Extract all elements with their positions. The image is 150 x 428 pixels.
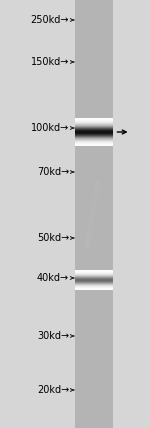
- Text: 40kd→: 40kd→: [37, 273, 69, 283]
- Text: WWW.PTGAA3.COM: WWW.PTGAA3.COM: [85, 180, 103, 248]
- Text: 50kd→: 50kd→: [37, 233, 69, 243]
- Text: 250kd→: 250kd→: [30, 15, 69, 25]
- Text: 100kd→: 100kd→: [31, 123, 69, 133]
- Text: 30kd→: 30kd→: [37, 331, 69, 341]
- Bar: [75, 0, 112, 428]
- Text: 150kd→: 150kd→: [31, 57, 69, 67]
- Text: 70kd→: 70kd→: [37, 167, 69, 177]
- Text: 20kd→: 20kd→: [37, 385, 69, 395]
